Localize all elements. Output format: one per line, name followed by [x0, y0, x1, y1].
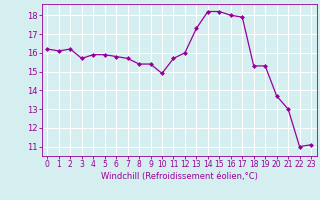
- X-axis label: Windchill (Refroidissement éolien,°C): Windchill (Refroidissement éolien,°C): [101, 172, 258, 181]
